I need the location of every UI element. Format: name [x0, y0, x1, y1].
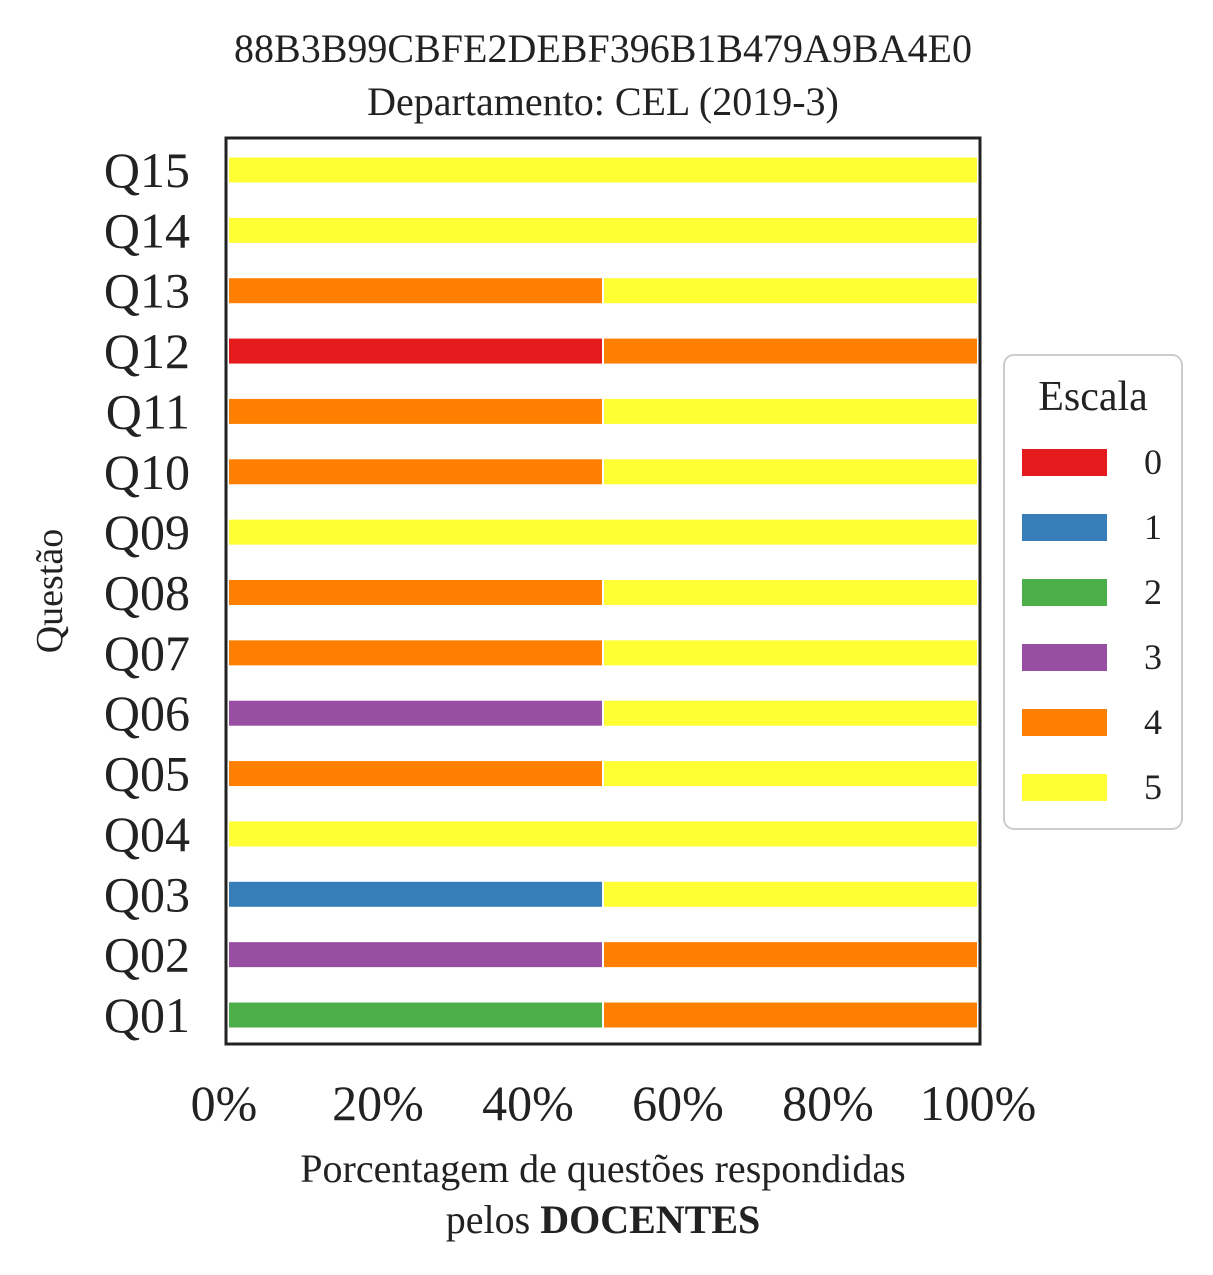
- bar-q11-scale-4: [227, 396, 604, 426]
- y-tick-q04: Q04: [104, 806, 190, 862]
- bar-q01-scale-2: [227, 1000, 604, 1030]
- bar-q05-scale-5: [602, 759, 979, 789]
- bars-group: [227, 155, 979, 1030]
- legend-label-2: 2: [1144, 572, 1162, 612]
- bar-q07-scale-5: [602, 638, 979, 668]
- legend-label-4: 4: [1144, 702, 1162, 742]
- y-tick-labels: Q01Q02Q03Q04Q05Q06Q07Q08Q09Q10Q11Q12Q13Q…: [104, 142, 190, 1043]
- y-tick-q05: Q05: [104, 746, 190, 802]
- x-axis-label-line1: Porcentagem de questões respondidas: [300, 1146, 905, 1191]
- y-tick-q14: Q14: [104, 202, 190, 258]
- bar-q02-scale-4: [602, 940, 979, 970]
- bar-q08-scale-5: [602, 578, 979, 607]
- bar-q07-scale-4: [227, 638, 604, 668]
- x-axis-label-line2: pelos DOCENTES: [446, 1197, 761, 1242]
- y-tick-q03: Q03: [104, 866, 190, 922]
- x-axis-label-bold: DOCENTES: [540, 1197, 760, 1242]
- bar-q02-scale-3: [227, 940, 604, 970]
- bar-q08-scale-4: [227, 578, 604, 607]
- y-tick-q07: Q07: [104, 625, 190, 681]
- x-tick-80: 80%: [782, 1075, 874, 1131]
- plot-frame: [224, 136, 982, 1046]
- legend-items: 0 1 2 3 4 5: [1022, 442, 1162, 807]
- legend-swatch-4: [1022, 709, 1107, 736]
- legend-swatch-0: [1022, 449, 1107, 476]
- bar-q13-scale-5: [602, 276, 979, 306]
- bar-q12-scale-4: [602, 336, 979, 366]
- y-tick-q09: Q09: [104, 504, 190, 560]
- y-tick-q10: Q10: [104, 444, 190, 500]
- x-axis-label-prefix: pelos: [446, 1197, 540, 1242]
- x-tick-0: 0%: [191, 1075, 258, 1131]
- y-tick-q12: Q12: [104, 323, 190, 379]
- bar-q10-scale-4: [227, 457, 604, 487]
- x-tick-100: 100%: [920, 1075, 1037, 1131]
- bar-q11-scale-5: [602, 396, 979, 426]
- bar-q10-scale-5: [602, 457, 979, 487]
- bar-q14-scale-5: [227, 215, 979, 245]
- bar-q06-scale-5: [602, 698, 979, 728]
- bar-q03-scale-5: [602, 879, 979, 909]
- legend-label-1: 1: [1144, 507, 1162, 547]
- bar-q01-scale-4: [602, 1000, 979, 1030]
- bar-q09-scale-5: [227, 517, 979, 547]
- x-tick-40: 40%: [482, 1075, 574, 1131]
- bar-q15-scale-5: [227, 155, 979, 185]
- chart-title: 88B3B99CBFE2DEBF396B1B479A9BA4E0: [234, 26, 972, 71]
- legend-swatch-5: [1022, 774, 1107, 801]
- x-tick-labels: 0% 20% 40% 60% 80% 100%: [191, 1075, 1037, 1131]
- y-axis-label: Questão: [29, 529, 71, 654]
- x-tick-20: 20%: [332, 1075, 424, 1131]
- bar-q04-scale-5: [227, 819, 979, 849]
- x-tick-60: 60%: [632, 1075, 724, 1131]
- bar-q13-scale-4: [227, 276, 604, 306]
- y-tick-q02: Q02: [104, 927, 190, 983]
- legend-label-0: 0: [1144, 442, 1162, 482]
- legend-label-5: 5: [1144, 767, 1162, 807]
- bar-q03-scale-1: [227, 879, 604, 909]
- legend-swatch-2: [1022, 579, 1107, 606]
- y-tick-q11: Q11: [106, 383, 190, 439]
- legend-swatch-3: [1022, 644, 1107, 671]
- y-tick-q15: Q15: [104, 142, 190, 198]
- y-tick-q06: Q06: [104, 685, 190, 741]
- legend: Escala 0 1 2 3 4 5: [1003, 354, 1183, 830]
- legend-swatch-1: [1022, 514, 1107, 541]
- bar-q05-scale-4: [227, 759, 604, 789]
- legend-title: Escala: [1038, 374, 1148, 420]
- y-tick-q13: Q13: [104, 263, 190, 319]
- bar-q12-scale-0: [227, 336, 604, 366]
- y-tick-q08: Q08: [104, 565, 190, 621]
- legend-label-3: 3: [1144, 637, 1162, 677]
- y-tick-q01: Q01: [104, 987, 190, 1043]
- chart-subtitle: Departamento: CEL (2019-3): [367, 79, 839, 124]
- bar-q06-scale-3: [227, 698, 604, 728]
